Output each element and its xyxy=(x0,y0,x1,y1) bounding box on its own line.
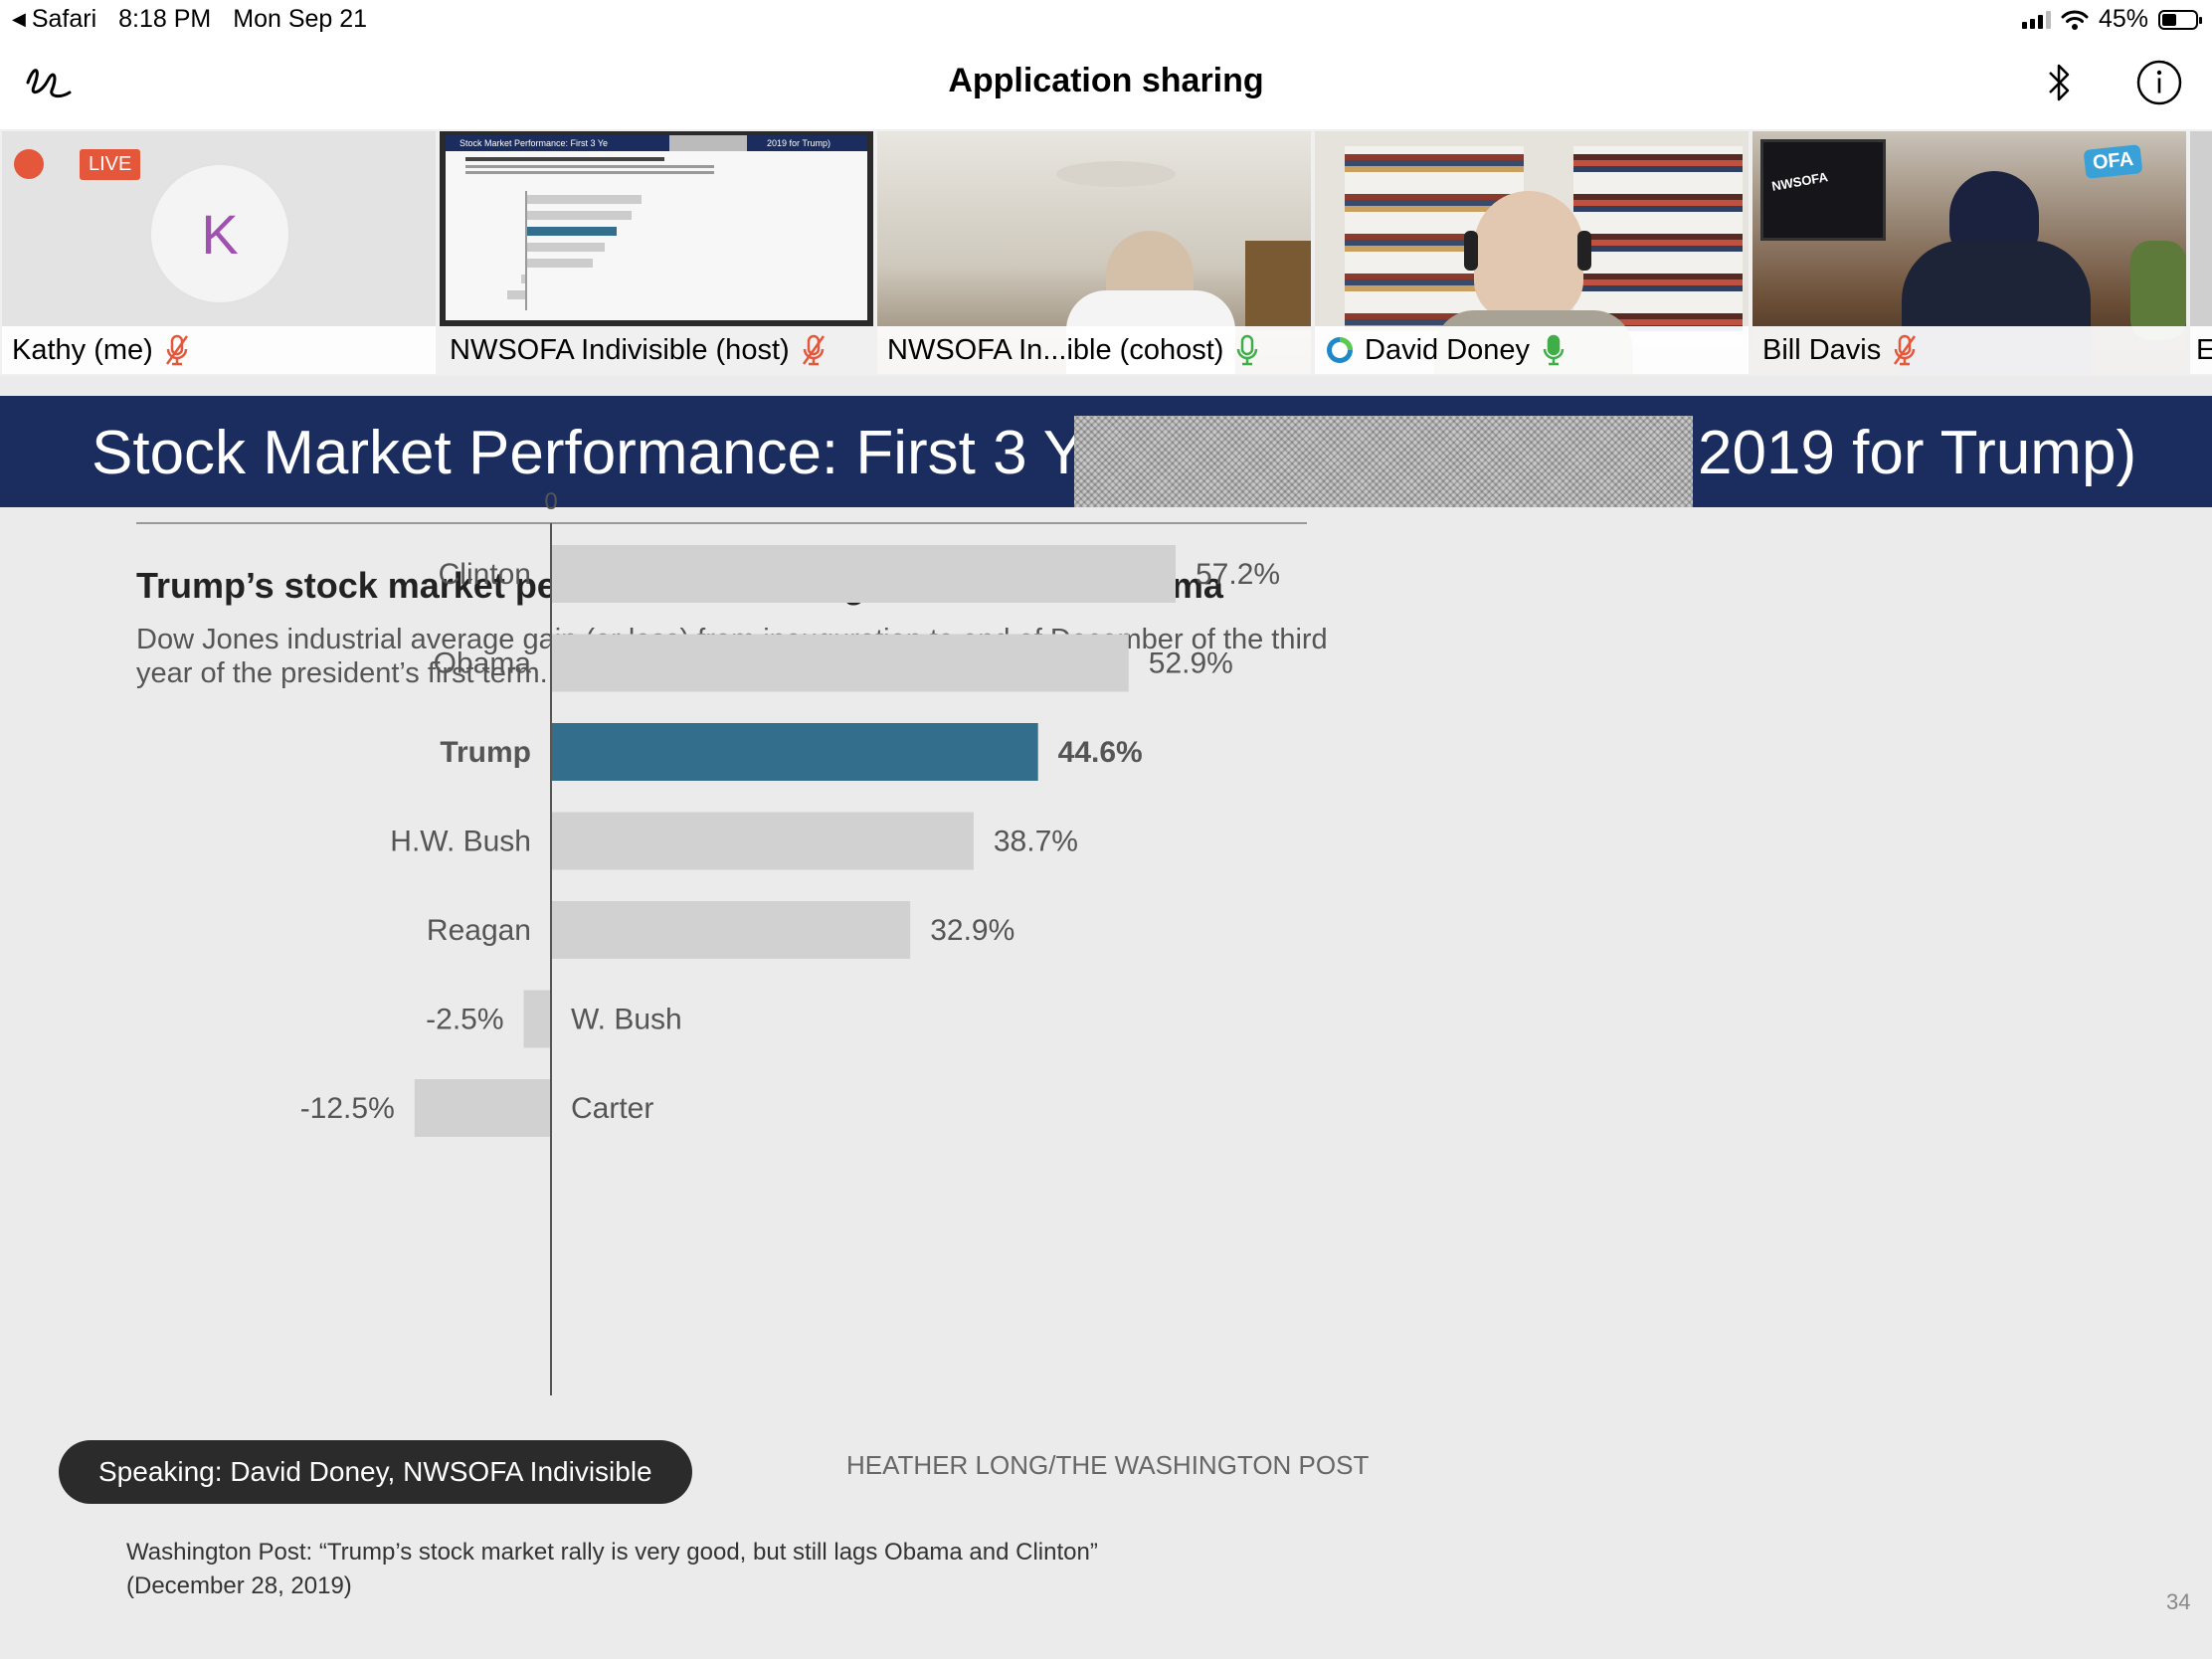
value-label-3: 38.7% xyxy=(994,826,1078,858)
participant-tile-partial[interactable]: E xyxy=(2190,131,2212,374)
slide-banner: Stock Market Performance: First 3 Ye 201… xyxy=(0,396,2212,507)
nav-bar: Application sharing xyxy=(0,40,2212,129)
participant-tile-bill[interactable]: NWSOFA OFA Bill Davis xyxy=(1752,131,2186,374)
battery-icon xyxy=(2158,9,2202,30)
webex-app-icon xyxy=(1327,337,1353,363)
slide-footnote: Washington Post: “Trump’s stock market r… xyxy=(126,1536,1098,1603)
value-label-4: 32.9% xyxy=(930,914,1014,947)
category-label-2: Trump xyxy=(440,736,531,769)
recording-icon xyxy=(14,149,44,179)
participant-name: Kathy (me) xyxy=(12,334,153,366)
category-label-0: Clinton xyxy=(439,558,531,591)
status-bar: ◀ Safari 8:18 PM Mon Sep 21 45% xyxy=(0,0,2212,40)
headphones-shape xyxy=(1577,231,1591,271)
participant-name-bar: Kathy (me) xyxy=(2,326,436,374)
monitor-text: NWSOFA xyxy=(1770,169,1829,194)
mic-muted-icon xyxy=(1894,334,1917,366)
participant-name: E xyxy=(2196,334,2212,366)
bar-0 xyxy=(551,545,1176,603)
live-badge: LIVE xyxy=(80,149,141,180)
bar-5 xyxy=(523,990,551,1048)
mic-active-icon xyxy=(1237,334,1258,366)
participant-tile-kathy[interactable]: LIVE K Kathy (me) xyxy=(2,131,436,374)
back-app-label: Safari xyxy=(31,5,97,33)
zero-tick-label: 0 xyxy=(544,488,557,515)
page-title: Application sharing xyxy=(948,62,1264,99)
mic-active-icon xyxy=(1543,334,1565,366)
category-label-3: H.W. Bush xyxy=(390,826,531,858)
monitor-shape: NWSOFA xyxy=(1760,139,1886,241)
shelf-shape xyxy=(1245,241,1311,330)
thumb-banner-left: Stock Market Performance: First 3 Ye xyxy=(460,138,609,148)
participant-name-bar: E xyxy=(2190,326,2212,374)
slide-banner-title-right: 2019 for Trump) xyxy=(1698,419,2137,487)
avatar: K xyxy=(149,163,290,304)
bar-3 xyxy=(551,812,974,870)
participant-name: Bill Davis xyxy=(1762,334,1882,366)
thumb-banner-right: 2019 for Trump) xyxy=(767,138,831,148)
participant-name-bar: Bill Davis xyxy=(1752,326,2186,374)
participant-tile-cohost[interactable]: NWSOFA In...ible (cohost) xyxy=(877,131,1311,374)
headphones-shape xyxy=(1464,231,1478,271)
back-to-app-link[interactable]: ◀ Safari xyxy=(12,5,96,34)
chart-credit: HEATHER LONG/THE WASHINGTON POST xyxy=(846,1450,1370,1480)
footnote-date: (December 28, 2019) xyxy=(126,1572,352,1599)
redaction-block xyxy=(1074,416,1693,507)
value-label-0: 57.2% xyxy=(1196,558,1280,591)
category-label-4: Reagan xyxy=(427,914,531,947)
bar-2 xyxy=(551,723,1038,781)
category-label-1: Obama xyxy=(434,647,532,680)
bar-6 xyxy=(414,1079,551,1137)
participant-tile-david[interactable]: David Doney xyxy=(1315,131,1749,374)
wifi-icon xyxy=(2061,10,2089,30)
plant-shape xyxy=(2130,241,2186,340)
bar-1 xyxy=(551,634,1129,692)
back-triangle-icon: ◀ xyxy=(12,9,26,29)
participant-name: NWSOFA In...ible (cohost) xyxy=(887,334,1224,366)
ceiling-fan-shape xyxy=(1056,161,1176,187)
category-label-6: Carter xyxy=(571,1092,653,1125)
value-label-1: 52.9% xyxy=(1149,647,1233,680)
battery-percent: 45% xyxy=(2098,5,2148,33)
cellular-signal-icon xyxy=(2021,10,2051,29)
slide-page-number: 34 xyxy=(2166,1589,2191,1614)
participant-strip[interactable]: LIVE K Kathy (me) Stock Market Performan… xyxy=(0,129,2212,376)
value-label-5: -2.5% xyxy=(426,1004,503,1036)
participant-name: NWSOFA Indivisible (host) xyxy=(450,334,790,366)
footnote-quote: “Trump’s stock market rally is very good… xyxy=(312,1539,1098,1566)
bar-4 xyxy=(551,901,911,959)
value-label-6: -12.5% xyxy=(300,1092,395,1125)
mic-muted-icon xyxy=(165,334,188,366)
speaking-indicator: Speaking: David Doney, NWSOFA Indivisibl… xyxy=(59,1440,692,1504)
shared-slide-thumbnail: Stock Market Performance: First 3 Ye 201… xyxy=(446,135,867,320)
mic-muted-icon xyxy=(802,334,825,366)
bar-chart: 0 Clinton 57.2% Obama 52.9% Trump 44.6% H.W. Bu… xyxy=(136,488,1307,1395)
status-date: Mon Sep 21 xyxy=(233,5,368,33)
info-icon[interactable] xyxy=(2134,58,2184,107)
category-label-5: W. Bush xyxy=(571,1004,682,1036)
slide-banner-title-left: Stock Market Performance: First 3 Ye xyxy=(92,419,1113,487)
person-head-shape xyxy=(1474,191,1583,320)
value-label-2: 44.6% xyxy=(1058,736,1143,769)
participant-tile-host[interactable]: Stock Market Performance: First 3 Ye 201… xyxy=(440,131,873,374)
participant-name-bar: NWSOFA Indivisible (host) xyxy=(440,326,873,374)
annotate-squiggle-icon[interactable] xyxy=(24,58,74,107)
participant-name-bar: NWSOFA In...ible (cohost) xyxy=(877,326,1311,374)
ofa-sign: OFA xyxy=(2083,144,2143,179)
status-time: 8:18 PM xyxy=(118,5,212,33)
bluetooth-icon[interactable] xyxy=(2034,58,2084,107)
participant-name-bar: David Doney xyxy=(1315,326,1749,374)
participant-name: David Doney xyxy=(1365,334,1531,366)
footnote-source: Washington Post: xyxy=(126,1539,313,1566)
